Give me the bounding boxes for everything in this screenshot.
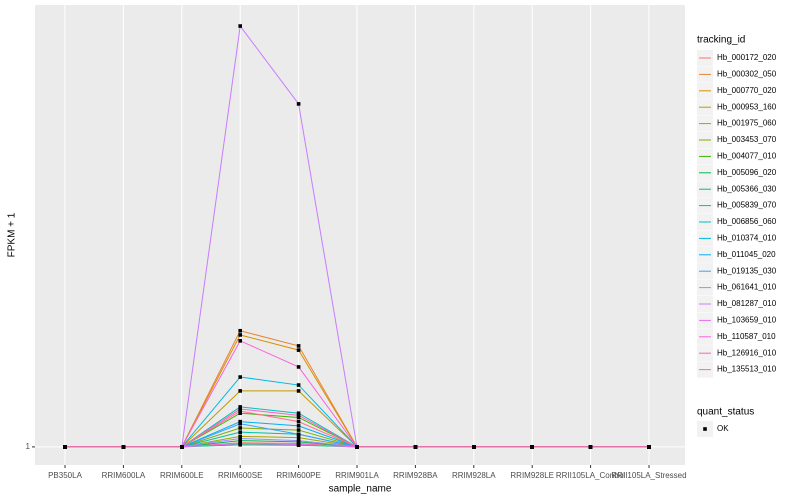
data-point (180, 445, 184, 449)
legend-label: OK (717, 424, 729, 433)
y-axis-label: FPKM + 1 (7, 212, 18, 257)
data-point (296, 424, 301, 428)
data-point (238, 409, 242, 413)
legend-label: Hb_010374_010 (717, 234, 777, 243)
legend-swatch (703, 427, 707, 431)
data-point (413, 445, 418, 449)
legend-label: Hb_006856_060 (717, 217, 777, 226)
data-point (472, 445, 476, 449)
legend-label: Hb_135513_010 (717, 365, 777, 374)
legend-label: Hb_000302_050 (717, 70, 777, 79)
data-point (296, 348, 301, 352)
data-point (296, 415, 301, 420)
legend-label: Hb_110587_010 (717, 332, 776, 341)
data-point (296, 413, 301, 418)
data-point (238, 375, 242, 379)
y-tick-label: 1 (26, 442, 31, 451)
legend-label: Hb_061641_010 (717, 283, 777, 292)
data-point (238, 411, 242, 416)
x-tick-label: RRIM600SE (218, 471, 262, 480)
data-point (296, 102, 301, 106)
legend-label: Hb_000770_020 (717, 86, 777, 95)
data-point (355, 445, 359, 449)
x-tick-label: RRII105LA_Control (556, 471, 626, 480)
data-point (238, 389, 242, 393)
x-tick-label: RRIM901LA (335, 471, 379, 480)
data-point (296, 365, 301, 369)
x-tick-label: RRIM928LA (452, 471, 496, 480)
data-point (296, 435, 301, 440)
legend-label: Hb_000172_020 (717, 53, 777, 62)
data-point (296, 438, 301, 443)
data-point (63, 445, 67, 449)
data-point (296, 344, 301, 348)
legend-label: Hb_126916_010 (717, 348, 777, 357)
legend-label: Hb_005839_070 (717, 201, 777, 210)
x-tick-label: RRIM600LA (102, 471, 146, 480)
data-point (296, 428, 301, 432)
legend-label: Hb_005366_030 (717, 184, 777, 193)
data-point (238, 328, 242, 333)
data-point (296, 442, 301, 447)
x-axis-label: sample_name (329, 484, 392, 495)
legend-title: quant_status (697, 407, 754, 418)
legend-title: tracking_id (697, 35, 745, 46)
data-point (238, 405, 242, 409)
x-tick-label: RRIM928BA (393, 471, 438, 480)
data-point (121, 445, 126, 449)
data-point (296, 389, 301, 393)
data-point (647, 445, 651, 449)
data-point (238, 426, 242, 430)
legend-label: Hb_011045_020 (717, 250, 776, 259)
data-point (296, 432, 301, 437)
legend-label: Hb_005096_020 (717, 168, 777, 177)
data-point (238, 421, 242, 426)
x-tick-label: RRIM600PE (276, 471, 320, 480)
x-tick-label: PB350LA (48, 471, 82, 480)
legend-label: Hb_019135_030 (717, 266, 777, 275)
x-tick-label: RRIM928LE (510, 471, 554, 480)
panel (35, 5, 685, 465)
data-point (296, 383, 301, 387)
data-point (296, 411, 301, 416)
data-point (238, 339, 242, 343)
data-point (238, 407, 242, 411)
data-point (530, 445, 534, 449)
legend-label: Hb_001975_060 (717, 119, 777, 128)
data-point (296, 419, 301, 424)
data-point (238, 436, 242, 441)
data-point (238, 24, 242, 28)
data-point (238, 438, 242, 443)
x-tick-label: RRIM600LE (160, 471, 204, 480)
data-point (588, 445, 593, 449)
legend-label: Hb_003453_070 (717, 135, 777, 144)
legend-label: Hb_103659_010 (717, 316, 777, 325)
x-tick-label: RRII105LA_Stressed (611, 471, 686, 480)
data-point (238, 333, 242, 337)
data-point (238, 441, 242, 446)
legend-label: Hb_000953_160 (717, 102, 777, 111)
data-point (238, 419, 242, 424)
legend-label: Hb_081287_010 (717, 299, 777, 308)
data-point (238, 434, 242, 439)
data-point (238, 430, 242, 434)
legend-label: Hb_004077_010 (717, 152, 777, 161)
